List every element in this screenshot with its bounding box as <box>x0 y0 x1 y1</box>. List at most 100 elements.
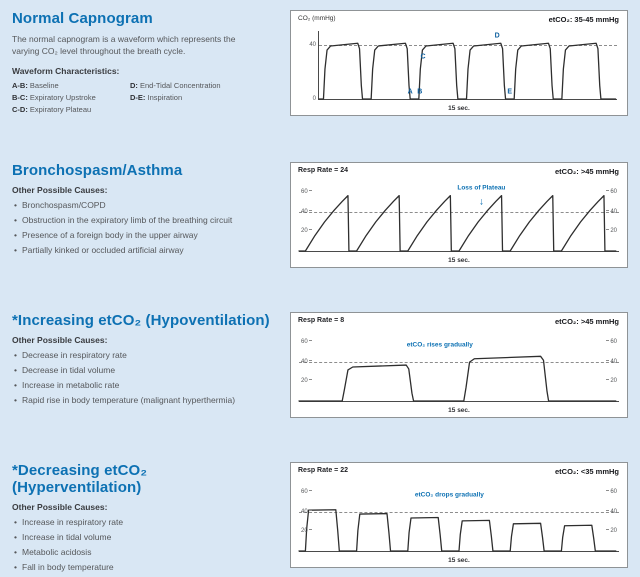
etco2-rises-label: etCO₂ rises gradually <box>406 341 473 349</box>
y-tick-label: 20 <box>301 528 313 534</box>
hyperventilation-chart: Resp Rate = 22 etCO₂: <35 mmHg 60 40 20 60 4… <box>290 461 628 568</box>
y-tick-label: 40 <box>605 509 617 515</box>
section-normal-capnogram: Normal Capnogram The normal capnogram is… <box>12 10 628 118</box>
bronchospasm-chart: Resp Rate = 24 etCO₂: >45 mmHg 60 40 20 60 4… <box>290 161 628 268</box>
y-tick-label: 40 <box>301 209 313 215</box>
bullet-item: Increase in respiratory rate <box>12 517 260 528</box>
section-decreasing-etco2: *Decreasing etCO₂ (Hyperventilation) Oth… <box>12 461 628 577</box>
y-tick-label: 0 <box>312 96 316 102</box>
waveform-svg <box>299 183 619 251</box>
bullet-item: Rapid rise in body temperature (malignan… <box>12 395 260 406</box>
label-C-plateau-start: C <box>420 53 426 61</box>
y-tick-label: 20 <box>605 228 617 234</box>
label-B-upstroke-start: B <box>417 88 423 96</box>
x-axis-label: 15 sec. <box>448 105 470 112</box>
y-tick-label: 20 <box>301 228 313 234</box>
bullet-item: Obstruction in the expiratory limb of th… <box>12 215 260 226</box>
definition-key: D: <box>130 80 138 90</box>
y-tick-label: 60 <box>605 339 617 345</box>
bullet-item: Partially kinked or occluded artificial … <box>12 245 260 256</box>
loss-of-plateau-label: Loss of Plateau <box>457 184 506 192</box>
other-causes-list: Decrease in respiratory rate Decrease in … <box>12 350 278 406</box>
waveform-svg <box>299 483 619 551</box>
y-tick-label: 20 <box>605 378 617 384</box>
y-tick-label: 60 <box>301 339 313 345</box>
etco2-range-label: etCO₂: >45 mmHg <box>555 166 619 176</box>
other-causes-heading: Other Possible Causes: <box>12 334 108 345</box>
x-axis-label: 15 sec. <box>448 406 470 414</box>
definition-item: B-C: Expiratory Upstroke <box>12 93 130 102</box>
y-tick-label: 20 <box>301 378 313 384</box>
plot-area: 40 0 A B C D E <box>309 31 617 102</box>
definition-key: C-D: <box>12 105 28 115</box>
definition-item: C-D: Expiratory Plateau <box>12 105 130 114</box>
y-tick-label: 40 <box>605 209 617 215</box>
y-tick-label: 40 <box>301 509 313 515</box>
bullet-item: Presence of a foreign body in the upper … <box>12 230 260 241</box>
y-tick-label: 60 <box>301 489 313 495</box>
resp-rate-label: Resp Rate = 8 <box>298 316 345 324</box>
section-title: Bronchospasm/Asthma <box>12 161 183 179</box>
y-axis-title: CO₂ (mmHg) <box>298 15 336 22</box>
etco2-range-label: etCO₂: >45 mmHg <box>555 316 619 326</box>
bullet-item: Decrease in respiratory rate <box>12 350 260 361</box>
waveform-svg <box>299 333 619 401</box>
section-increasing-etco2: *Increasing etCO₂ (Hypoventilation) Othe… <box>12 311 628 418</box>
definition-value: End-Tidal Concentration <box>137 80 221 90</box>
etco2-range-label: etCO₂: 35-45 mmHg <box>548 15 619 24</box>
etco2-drops-label: etCO₂ drops gradually <box>414 491 484 499</box>
label-E-inspiration: E <box>507 88 513 96</box>
down-arrow-annotation: ↓ <box>478 196 484 208</box>
label-D-end-tidal: D <box>494 32 500 40</box>
section-title: *Increasing etCO₂ (Hypoventilation) <box>12 311 270 329</box>
bullet-item: Increase in metabolic rate <box>12 380 260 391</box>
section-title: Normal Capnogram <box>12 10 153 27</box>
plot-area: 60 40 20 60 40 20 Loss of Plateau ↓ <box>299 183 619 252</box>
bronchospasm-text: Bronchospasm/Asthma Other Possible Cause… <box>12 162 278 260</box>
y-tick-label: 60 <box>605 489 617 495</box>
plot-area: 60 40 20 60 40 20 etCO₂ rises gradually <box>299 333 619 402</box>
label-A-baseline: A <box>407 88 413 96</box>
resp-rate-label: Resp Rate = 22 <box>298 466 348 474</box>
section-title: *Decreasing etCO₂ (Hyperventilation) <box>12 461 148 496</box>
definition-key: D-E: <box>130 93 146 102</box>
definitions-column-2: D: End-Tidal Concentration D-E: Inspirati… <box>130 81 221 118</box>
hypoventilation-chart: Resp Rate = 8 etCO₂: >45 mmHg 60 40 20 60 40… <box>290 311 628 418</box>
definitions-column-1: A-B: Baseline B-C: Expiratory Upstroke C-D… <box>12 81 130 118</box>
y-tick-label: 20 <box>605 528 617 534</box>
other-causes-heading: Other Possible Causes: <box>12 501 108 512</box>
waveform-definitions: A-B: Baseline B-C: Expiratory Upstroke C-D… <box>12 81 278 118</box>
bullet-item: Bronchospasm/COPD <box>12 200 260 211</box>
section-bronchospasm-asthma: Bronchospasm/Asthma Other Possible Cause… <box>12 161 628 268</box>
etco2-range-label: etCO₂: <35 mmHg <box>555 466 619 476</box>
other-causes-list: Bronchospasm/COPD Obstruction in the expi… <box>12 200 278 256</box>
bullet-item: Metabolic acidosis <box>12 547 260 558</box>
definition-value: Expiratory Upstroke <box>27 93 96 102</box>
definition-item: D: End-Tidal Concentration <box>130 81 221 90</box>
waveform-svg <box>319 31 617 99</box>
definition-item: A-B: Baseline <box>12 81 130 90</box>
hyperventilation-text: *Decreasing etCO₂ (Hyperventilation) Oth… <box>12 462 278 577</box>
x-axis-label: 15 sec. <box>448 556 470 564</box>
section-description: The normal capnogram is a waveform which… <box>12 34 236 57</box>
plot-area: 60 40 20 60 40 20 etCO₂ drops gradually <box>299 483 619 552</box>
y-tick-label: 60 <box>301 189 313 195</box>
y-tick-label: 60 <box>605 189 617 195</box>
definition-key: B-C: <box>12 93 28 102</box>
definition-key: A-B: <box>12 80 28 90</box>
bullet-item: Increase in tidal volume <box>12 532 260 543</box>
definition-value: Baseline <box>27 80 59 90</box>
waveform-characteristics-heading: Waveform Characteristics: <box>12 65 120 76</box>
definition-value: Expiratory Plateau <box>27 105 92 115</box>
dashed-gridline <box>299 211 619 213</box>
definition-value: Inspiration <box>145 93 183 102</box>
y-tick-label: 40 <box>301 359 313 365</box>
normal-capnogram-text: Normal Capnogram The normal capnogram is… <box>12 10 278 118</box>
definition-item: D-E: Inspiration <box>130 93 221 102</box>
dashed-gridline <box>299 361 619 363</box>
dashed-gridline <box>319 44 617 46</box>
resp-rate-label: Resp Rate = 24 <box>298 166 348 174</box>
dashed-gridline <box>299 511 619 513</box>
bullet-item: Decrease in tidal volume <box>12 365 260 376</box>
